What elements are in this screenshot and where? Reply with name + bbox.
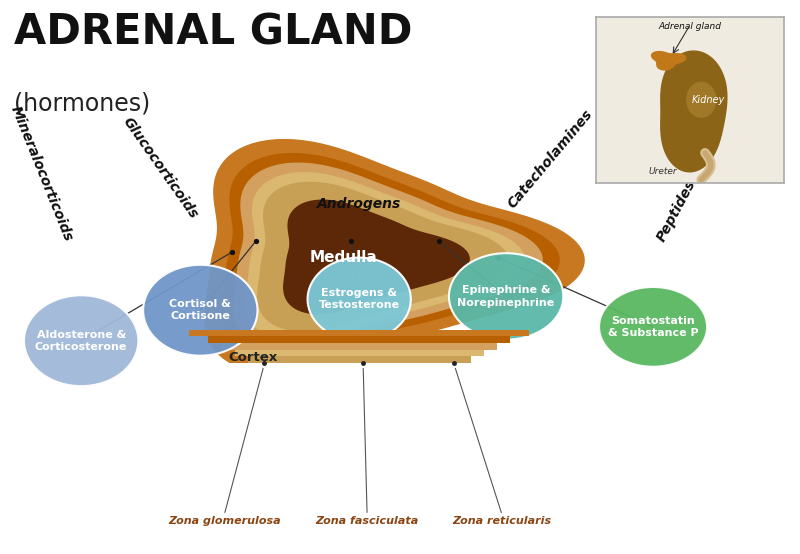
Text: (hormones): (hormones): [14, 91, 150, 115]
Polygon shape: [651, 52, 686, 70]
Bar: [247, 356, 471, 363]
Text: Glucocorticoids: Glucocorticoids: [120, 115, 201, 222]
Text: Peptides: Peptides: [654, 177, 699, 244]
Polygon shape: [205, 140, 584, 373]
Text: Medulla: Medulla: [310, 250, 377, 265]
Text: Ureter: Ureter: [649, 167, 678, 176]
Text: Epinephrine &
Norepinephrine: Epinephrine & Norepinephrine: [458, 285, 554, 307]
Ellipse shape: [599, 287, 707, 367]
Text: Mineralocorticoids: Mineralocorticoids: [8, 104, 75, 244]
Bar: [190, 330, 529, 336]
Bar: [208, 336, 510, 343]
Polygon shape: [284, 200, 469, 314]
Text: Zona reticularis: Zona reticularis: [453, 516, 552, 526]
Text: Cortisol &
Cortisone: Cortisol & Cortisone: [170, 299, 231, 321]
Polygon shape: [222, 153, 559, 359]
Bar: [6, 363, 800, 554]
Bar: [221, 343, 498, 350]
Text: Androgens: Androgens: [317, 197, 402, 211]
Ellipse shape: [307, 258, 411, 341]
Text: Somatostatin
& Substance P: Somatostatin & Substance P: [608, 316, 698, 338]
Bar: [234, 350, 484, 356]
Text: Kidney: Kidney: [692, 95, 726, 105]
Polygon shape: [258, 182, 507, 331]
Polygon shape: [661, 51, 727, 172]
Polygon shape: [246, 173, 524, 341]
Ellipse shape: [143, 265, 258, 356]
Bar: [208, 336, 510, 343]
Ellipse shape: [24, 295, 138, 386]
Bar: [234, 350, 484, 356]
Text: Aldosterone &
Corticosterone: Aldosterone & Corticosterone: [35, 330, 127, 352]
Polygon shape: [687, 83, 716, 117]
Ellipse shape: [449, 253, 563, 340]
Bar: [221, 343, 498, 350]
Bar: [190, 330, 529, 336]
Text: Estrogens &
Testosterone: Estrogens & Testosterone: [318, 288, 400, 310]
Text: Zona glomerulosa: Zona glomerulosa: [168, 516, 281, 526]
Text: Zona fasciculata: Zona fasciculata: [315, 516, 418, 526]
Text: Adrenal gland: Adrenal gland: [658, 22, 722, 30]
Text: ADRENAL GLAND: ADRENAL GLAND: [14, 11, 412, 53]
Text: Catecholamines: Catecholamines: [505, 106, 595, 211]
Polygon shape: [234, 163, 542, 350]
Bar: [247, 356, 471, 363]
Text: Cortex: Cortex: [228, 351, 278, 364]
